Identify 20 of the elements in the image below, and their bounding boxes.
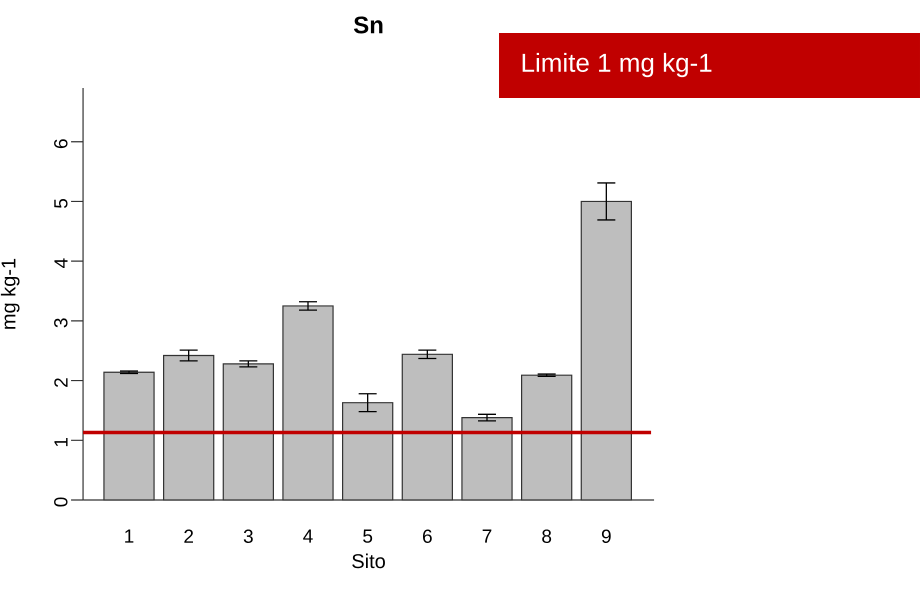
- x-tick-label: 4: [303, 530, 313, 543]
- x-tick-label: 3: [244, 530, 253, 543]
- x-tick-label: 5: [363, 530, 372, 543]
- x-tick-label: 7: [482, 530, 492, 543]
- x-tick-label: 1: [125, 530, 134, 543]
- text: Limite 1 mg kg-1: [522, 52, 712, 78]
- y-tick-label: 4: [54, 258, 68, 268]
- y-tick-label: 5: [54, 198, 68, 208]
- y-tick-label: 6: [54, 139, 68, 148]
- x-axis-title: Sito: [352, 554, 385, 568]
- y-axis-title: mg kg-1: [0, 258, 20, 329]
- y-tick-label: 0: [54, 497, 68, 507]
- x-tick-label: 6: [423, 530, 432, 543]
- y-tick-label: 1: [54, 438, 68, 446]
- x-tick-label: 8: [542, 530, 552, 543]
- x-tick-label: 2: [184, 530, 193, 543]
- x-tick-label: 9: [602, 530, 611, 543]
- y-tick-label: 2: [54, 378, 68, 387]
- chart-title: Sn: [354, 16, 382, 34]
- y-tick-label: 3: [54, 318, 68, 328]
